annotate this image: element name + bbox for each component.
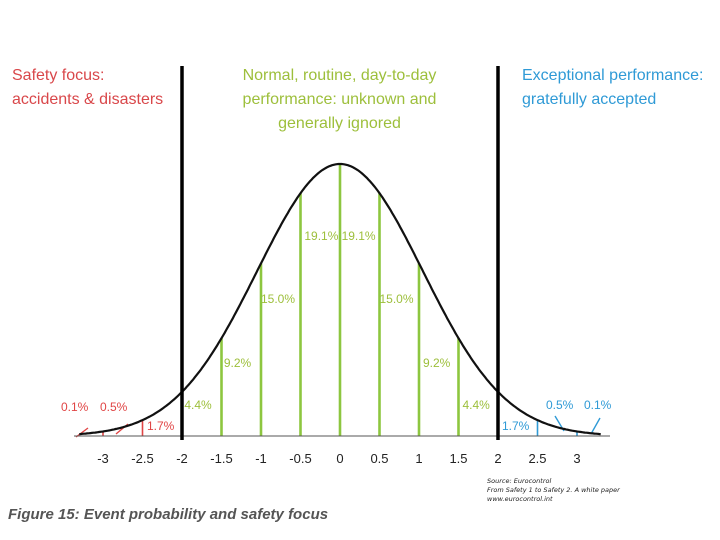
tick-label: 0 [336,451,343,466]
tick-label: -2.5 [131,451,153,466]
left-tail-pct-label: 0.1% [61,400,89,414]
figure-caption: Figure 15: Event probability and safety … [8,506,329,523]
tick-label: 3 [573,451,580,466]
left-header: Safety focus: accidents & disasters [12,64,163,112]
center-header-line-2: performance: unknown and [242,91,437,108]
tick-label: 0.5 [370,451,388,466]
source-line-2: From Safety 1 to Safety 2. A white paper [487,486,620,494]
tick-label: -1 [255,451,267,466]
tick-label: -2 [176,451,188,466]
right-pointer-2 [590,417,601,435]
right-header-line-1: Exceptional performance: [522,67,704,84]
tick-label: -3 [97,451,109,466]
center-header-line-3: generally ignored [278,115,401,132]
center-header: Normal, routine, day-to-day performance:… [232,64,447,136]
center-pct-label: 9.2% [224,356,252,370]
center-pct-label: 9.2% [423,356,451,370]
right-tail-pct-label: 0.1% [584,398,612,412]
center-pct-label: 4.4% [462,398,490,412]
percentage-labels: 19.1% 19.1% 15.0% 15.0% 9.2% 9.2% 4.4% 4.4% 0.1%… [61,229,612,433]
tick-label: 1 [415,451,422,466]
center-pct-label: 15.0% [380,292,414,306]
left-header-line-1: Safety focus: [12,67,105,84]
center-header-line-1: Normal, routine, day-to-day [242,67,437,84]
x-tick-labels: -3 -2.5 -2 -1.5 -1 -0.5 0 0.5 1 1.5 2 2.5 3 [97,451,580,466]
source-line-3: www.eurocontrol.int [487,495,553,503]
left-tail-pct-label: 1.7% [147,419,175,433]
right-header-line-2: gratefully accepted [522,91,657,108]
center-pct-label: 19.1% [304,229,338,243]
left-header-line-2: accidents & disasters [12,91,164,108]
tick-label: -0.5 [289,451,311,466]
normal-curve [79,162,601,436]
right-header: Exceptional performance: gratefully acce… [522,64,703,112]
tick-label: -1.5 [210,451,232,466]
center-pct-label: 19.1% [342,229,376,243]
dividers [180,66,500,440]
center-pct-label: 4.4% [184,398,212,412]
right-tail-pct-label: 0.5% [546,398,574,412]
center-pct-label: 15.0% [261,292,295,306]
right-tail-pct-label: 1.7% [502,419,530,433]
tick-label: 1.5 [449,451,467,466]
source-line-1: Source: Eurocontrol [487,477,552,485]
center-lines [180,164,500,436]
left-tail-pct-label: 0.5% [100,400,128,414]
source-note: Source: Eurocontrol From Safety 1 to Saf… [487,477,620,504]
tick-label: 2 [494,451,501,466]
tick-label: 2.5 [528,451,546,466]
